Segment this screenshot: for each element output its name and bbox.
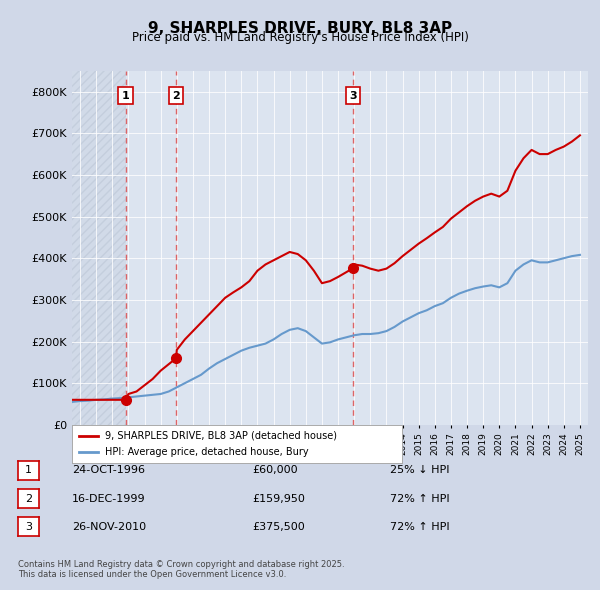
- Text: Price paid vs. HM Land Registry's House Price Index (HPI): Price paid vs. HM Land Registry's House …: [131, 31, 469, 44]
- Text: Contains HM Land Registry data © Crown copyright and database right 2025.
This d: Contains HM Land Registry data © Crown c…: [18, 560, 344, 579]
- Text: 16-DEC-1999: 16-DEC-1999: [72, 494, 146, 503]
- Text: HPI: Average price, detached house, Bury: HPI: Average price, detached house, Bury: [105, 447, 308, 457]
- Text: 25% ↓ HPI: 25% ↓ HPI: [390, 466, 449, 475]
- Text: 2: 2: [25, 494, 32, 503]
- Text: 9, SHARPLES DRIVE, BURY, BL8 3AP: 9, SHARPLES DRIVE, BURY, BL8 3AP: [148, 21, 452, 35]
- Text: 72% ↑ HPI: 72% ↑ HPI: [390, 522, 449, 532]
- Text: 3: 3: [25, 522, 32, 532]
- Text: 1: 1: [122, 91, 130, 100]
- Text: 2: 2: [172, 91, 180, 100]
- Text: £159,950: £159,950: [252, 494, 305, 503]
- Text: 24-OCT-1996: 24-OCT-1996: [72, 466, 145, 475]
- Text: 26-NOV-2010: 26-NOV-2010: [72, 522, 146, 532]
- Text: £60,000: £60,000: [252, 466, 298, 475]
- Text: 72% ↑ HPI: 72% ↑ HPI: [390, 494, 449, 503]
- Text: 3: 3: [349, 91, 356, 100]
- Text: 9, SHARPLES DRIVE, BL8 3AP (detached house): 9, SHARPLES DRIVE, BL8 3AP (detached hou…: [105, 431, 337, 441]
- Text: £375,500: £375,500: [252, 522, 305, 532]
- Text: 1: 1: [25, 466, 32, 475]
